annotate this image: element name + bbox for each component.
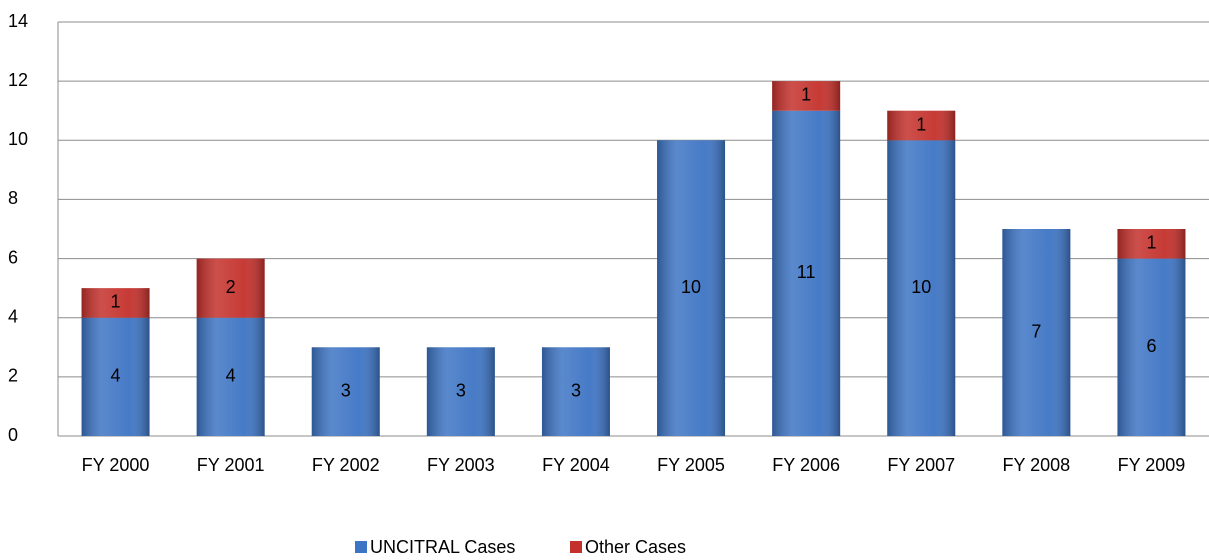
bar-shade (196, 258, 265, 318)
data-label: 1 (916, 114, 926, 134)
bar-shade (426, 347, 495, 436)
bar-shade (887, 140, 956, 437)
x-tick-label: FY 2003 (427, 455, 495, 475)
data-label: 4 (226, 366, 236, 386)
bar-shade (1117, 258, 1186, 436)
bar-shade (772, 110, 841, 436)
data-label: 11 (797, 262, 816, 282)
x-tick-label: FY 2008 (1002, 455, 1070, 475)
x-tick-label: FY 2009 (1118, 455, 1186, 475)
y-tick-label: 14 (8, 11, 28, 31)
data-label: 1 (1146, 233, 1156, 253)
bar-shade (657, 140, 726, 437)
legend-swatch (355, 541, 367, 553)
y-tick-label: 0 (8, 425, 18, 445)
data-label: 1 (111, 292, 121, 312)
y-tick-label: 2 (8, 366, 18, 386)
data-label: 6 (1146, 336, 1156, 356)
y-tick-label: 4 (8, 306, 18, 326)
data-label: 10 (681, 277, 701, 297)
data-label: 3 (571, 380, 581, 400)
y-tick-label: 6 (8, 247, 18, 267)
x-tick-label: FY 2006 (772, 455, 840, 475)
bar-shade (81, 288, 150, 318)
data-label: 10 (911, 277, 931, 297)
x-tick-label: FY 2000 (82, 455, 150, 475)
legend-label: Other Cases (585, 537, 686, 557)
x-tick-label: FY 2007 (887, 455, 955, 475)
bar-shade (196, 317, 265, 436)
data-label: 4 (111, 366, 121, 386)
bar-shade (772, 81, 841, 111)
legend-label: UNCITRAL Cases (370, 537, 515, 557)
bar-shade (541, 347, 610, 436)
data-label: 7 (1031, 321, 1041, 341)
bar-shade (887, 110, 956, 141)
x-tick-label: FY 2001 (197, 455, 265, 475)
x-tick-label: FY 2002 (312, 455, 380, 475)
bar-shade (1117, 229, 1186, 259)
bar-shade (1002, 229, 1071, 436)
data-label: 3 (341, 380, 351, 400)
bar-shade (81, 317, 150, 436)
data-label: 1 (801, 85, 811, 105)
data-label: 2 (226, 277, 236, 297)
y-tick-label: 8 (8, 188, 18, 208)
y-tick-label: 12 (8, 70, 28, 90)
bar-shade (311, 347, 380, 436)
x-tick-label: FY 2005 (657, 455, 725, 475)
y-tick-label: 10 (8, 129, 28, 149)
legend-swatch (570, 541, 582, 553)
data-label: 3 (456, 380, 466, 400)
x-tick-label: FY 2004 (542, 455, 610, 475)
